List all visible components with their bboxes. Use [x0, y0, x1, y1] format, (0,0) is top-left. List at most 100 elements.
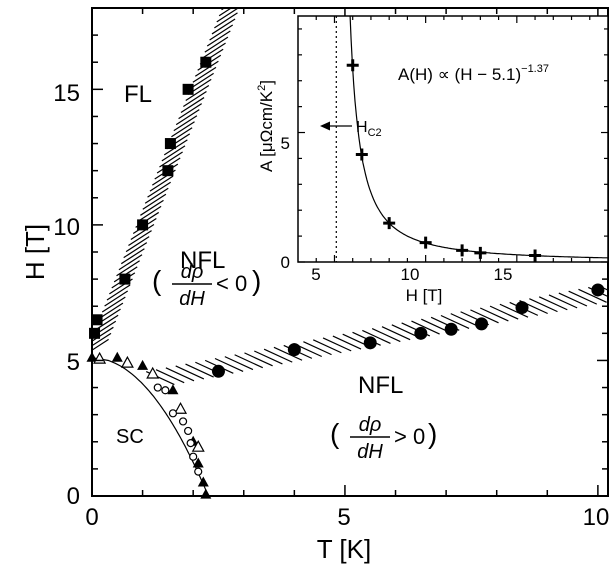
inset-data-point — [474, 246, 487, 259]
fl-crossover-point — [200, 56, 212, 68]
hc2-point-open — [191, 439, 205, 452]
y-tick-label-5: 5 — [67, 349, 80, 376]
hc2-label-sub: C2 — [368, 127, 382, 139]
nfl-hatch-stroke — [322, 337, 352, 352]
fl-crossover-point — [182, 83, 194, 95]
inset-y-tick-label-5: 5 — [281, 134, 290, 153]
nfl-hatch-stroke — [568, 290, 598, 305]
nfl-hatch-stroke — [499, 303, 529, 318]
x-tick-label-5: 5 — [337, 504, 350, 531]
nfl-hatch-stroke — [273, 346, 303, 361]
nfl-hatch-stroke — [371, 328, 401, 343]
nfl-hatch-stroke — [381, 326, 411, 341]
fl-crossover-point — [137, 219, 149, 231]
nfl-crossover-point — [414, 326, 428, 340]
inset-x-tick-label-10: 10 — [401, 265, 420, 284]
nfl-hatch-stroke — [244, 352, 273, 367]
tc-point-open — [168, 409, 178, 418]
hc2-annotation: HC2 — [320, 119, 382, 139]
nfl-upper-condition: ( dρ dH < 0 ) — [152, 261, 261, 310]
nfl-hatch-stroke — [263, 348, 293, 363]
hc2-point-filled — [137, 359, 149, 370]
nfl-lower-drho: dρ — [359, 414, 382, 436]
nfl-hatch-stroke — [548, 294, 578, 309]
y-tick-label-10: 10 — [53, 214, 80, 241]
fl-hatch-stroke — [144, 187, 169, 204]
nfl-lower-paren-open: ( — [330, 418, 340, 449]
hc2-point-open — [120, 355, 134, 368]
nfl-lower-condition: ( dρ dH > 0 ) — [330, 414, 437, 463]
y-tick-label-15: 15 — [53, 80, 80, 107]
fl-hatch-stroke — [147, 181, 171, 198]
nfl-crossover-point — [591, 283, 605, 297]
fl-hatch-stroke — [99, 302, 124, 319]
nfl-crossover-point — [211, 364, 225, 378]
nfl-hatch-stroke — [155, 369, 185, 384]
nfl-hatch-stroke — [254, 350, 283, 365]
fl-crossover-point — [119, 273, 131, 285]
nfl-hatch-stroke — [489, 305, 519, 320]
fl-hatch-stroke — [137, 205, 162, 222]
fl-hatch-stroke — [175, 109, 200, 126]
nfl-lower-gt-zero: > 0 — [394, 424, 425, 449]
tc-point-open — [186, 439, 195, 448]
fl-hatch-stroke — [206, 30, 231, 47]
fl-hatch-stroke — [224, 0, 247, 4]
fl-hatch-stroke — [185, 84, 210, 101]
nfl-upper-paren-open: ( — [152, 265, 162, 296]
fl-hatch-stroke — [149, 175, 174, 192]
fl-hatch-stroke — [194, 60, 219, 77]
fl-hatch-stroke — [202, 42, 226, 59]
hc2-label-main: H — [356, 119, 368, 136]
fl-hatch-stroke — [116, 260, 140, 277]
tc-point-open — [189, 452, 198, 461]
inset-data-point — [346, 59, 359, 72]
inset-x-axis-title: H [T] — [406, 286, 443, 305]
fl-hatch-stroke — [101, 296, 126, 313]
nfl-crossover-point — [475, 317, 489, 331]
nfl-hatch-stroke — [312, 339, 342, 354]
hc2-point-filled — [167, 384, 179, 395]
fl-hatch-stroke — [211, 18, 236, 35]
nfl-hatch-stroke — [411, 320, 440, 335]
nfl-crossover-point — [287, 343, 301, 357]
inset-y-axis-title-sup: 2 — [256, 85, 268, 91]
nfl-hatch-stroke — [362, 329, 391, 344]
x-tick-label-10: 10 — [583, 504, 610, 531]
hc2-point-open — [146, 366, 160, 379]
tc-point-open — [161, 386, 170, 395]
inset-plot-frame — [297, 15, 609, 263]
nfl-hatch-stroke — [470, 309, 499, 324]
hc2-point-filled — [192, 457, 204, 468]
nfl-crossover-point — [515, 301, 529, 315]
hc2-point-filled — [200, 488, 212, 499]
nfl-lower-paren-close: ) — [428, 418, 437, 449]
hc2-point-filled — [197, 476, 209, 487]
y-axis-title: H [T] — [20, 224, 50, 280]
nfl-hatch-stroke — [558, 292, 588, 307]
inset-x-tick-label-5: 5 — [311, 265, 320, 284]
fl-hatch-stroke — [209, 24, 234, 41]
fl-hatch-stroke — [92, 332, 112, 347]
fl-hatch-stroke — [125, 236, 150, 253]
inset-data-point — [383, 217, 396, 230]
nfl-hatch-stroke — [440, 314, 470, 329]
fl-crossover-point — [164, 138, 176, 150]
x-tick-label-0: 0 — [85, 504, 98, 531]
nfl-hatch-stroke — [450, 313, 480, 328]
main-hatch-layer — [92, 0, 608, 386]
inset-background — [298, 16, 608, 262]
hc2-label: HC2 — [356, 119, 382, 139]
inset-y-axis-title: A [μΩcm/K2] — [256, 80, 276, 172]
fl-hatch-stroke — [92, 326, 114, 342]
inset-x-tick-label-15: 15 — [494, 265, 513, 284]
nfl-hatch-stroke — [529, 298, 558, 313]
inset-fit-formula-main: A(H) ∝ (H − 5.1) — [398, 65, 521, 84]
inset-plot: 5 10 15 0 5 H [T] A [μΩcm/K2] A(H) ∝ (H … — [256, 15, 609, 305]
fl-hatch-stroke — [173, 115, 198, 132]
y-tick-label-0: 0 — [67, 483, 80, 510]
nfl-hatch-stroke — [185, 363, 214, 378]
nfl-hatch-stroke — [175, 365, 205, 380]
nfl-hatch-stroke — [303, 341, 332, 356]
fl-hatch-stroke — [190, 72, 214, 89]
